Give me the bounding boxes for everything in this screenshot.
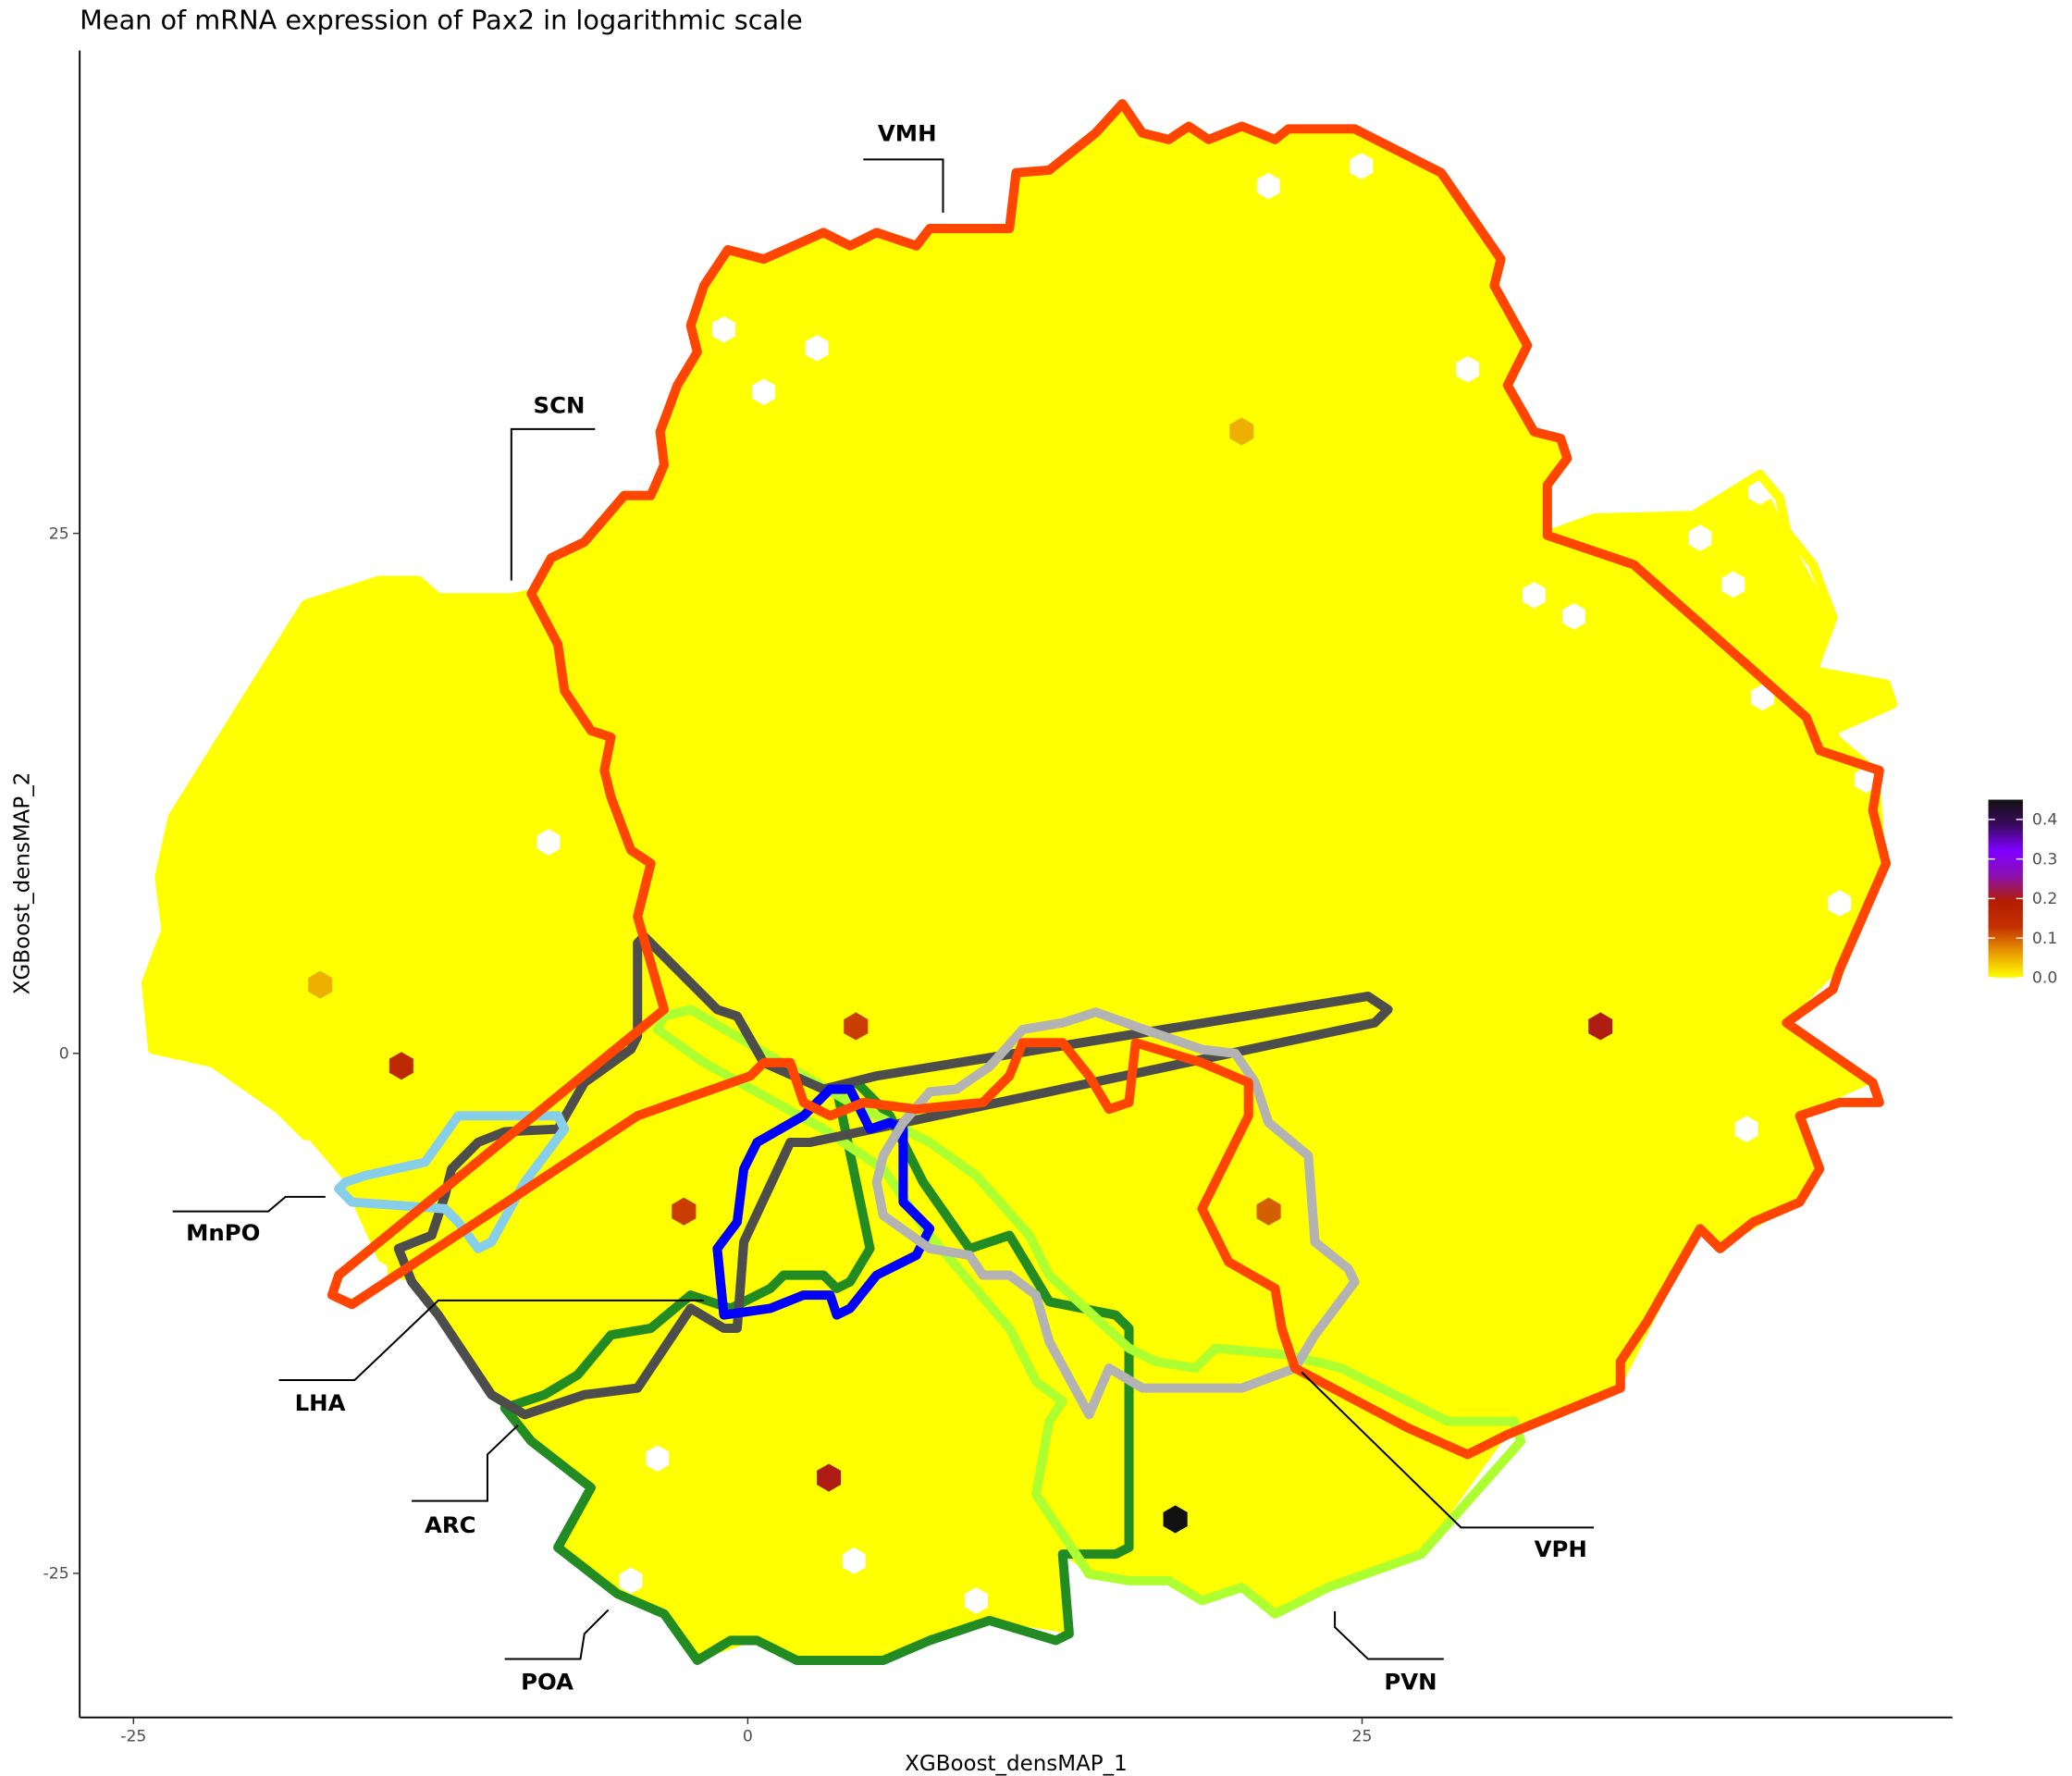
x-ticks: -25 0 25 (120, 1717, 1373, 1746)
hexbin-cell (1588, 1012, 1613, 1041)
colorbar (1988, 799, 2023, 978)
label-poa: POA (521, 1669, 574, 1696)
empty-bin (964, 1587, 988, 1614)
empty-bin (1734, 1116, 1758, 1142)
x-axis-title: XGBoost_densMAP_1 (905, 1752, 1128, 1776)
empty-bin (646, 1445, 670, 1473)
contour-mnpo (334, 1111, 570, 1253)
empty-bin (1562, 603, 1586, 630)
empty-bin (536, 829, 561, 856)
x-tick-label: 25 (1352, 1728, 1373, 1746)
leader-lha (278, 1299, 705, 1382)
hexbin-cell (672, 1197, 697, 1226)
colorbar-ticks: 0.0 0.1 0.2 0.3 0.4 (1988, 811, 2057, 988)
region-labels: VMH SCN MnPO LHA ARC POA PVN VPH (186, 119, 1587, 1695)
label-scn: SCN (534, 392, 586, 419)
empty-bin (1854, 766, 1878, 794)
leader-vph (1301, 1371, 1595, 1529)
x-tick-label: 0 (743, 1728, 753, 1746)
colorbar-tick-label: 0.2 (2032, 890, 2057, 908)
colorbar-tick-label: 0.4 (2032, 811, 2057, 830)
colorbar-tick-label: 0.3 (2032, 850, 2057, 869)
hexbin-cell (1256, 1197, 1281, 1226)
contour-arc (393, 931, 1393, 1420)
leader-vmh (863, 158, 944, 213)
empty-bin (1688, 524, 1712, 551)
contour-scn-right (1546, 469, 1898, 818)
empty-bin (1456, 355, 1480, 383)
empty-bin (619, 1567, 643, 1595)
highlighted-bins (308, 417, 1613, 1534)
contour-pvn (652, 1005, 1526, 1619)
empty-bin (1522, 582, 1546, 609)
y-ticks: -25 0 25 (43, 524, 80, 1584)
empty-bin (842, 1547, 866, 1574)
leader-poa (504, 1609, 610, 1660)
empty-bin (1256, 172, 1280, 200)
hexbin-cell (844, 1012, 869, 1041)
empty-bin (1350, 153, 1374, 179)
label-vph: VPH (1535, 1536, 1587, 1562)
y-axis-title: XGBoost_densMAP_2 (11, 772, 35, 995)
x-tick-label: -25 (120, 1728, 146, 1746)
contour-vmh (327, 99, 1891, 1460)
hexbin-cell (1163, 1505, 1188, 1534)
colorbar-tick-label: 0.0 (2032, 969, 2057, 988)
empty-bin (364, 1259, 388, 1287)
label-arc: ARC (425, 1511, 476, 1538)
empty-bin (1750, 684, 1774, 711)
leader-arc (412, 1424, 519, 1502)
chart-title: Mean of mRNA expression of Pax2 in logar… (80, 5, 803, 36)
empty-bin (1721, 571, 1745, 598)
label-lha: LHA (295, 1389, 346, 1416)
hexbin-cell (388, 1052, 413, 1080)
contour-lha (712, 1084, 935, 1320)
hexbin-cell (308, 970, 333, 999)
leader-mnpo (172, 1195, 326, 1213)
hexbin-cell (1229, 417, 1254, 446)
leader-pvn (1334, 1610, 1444, 1660)
empty-bin (752, 378, 776, 406)
empty-bin (1828, 890, 1852, 917)
colorbar-tick-label: 0.1 (2032, 930, 2057, 948)
contour-scn (141, 575, 533, 1141)
y-tick-label: 0 (59, 1045, 69, 1064)
contour-vph (871, 1007, 1360, 1420)
region-leaders (172, 158, 1595, 1660)
label-vmh: VMH (878, 119, 937, 146)
hexbin-background (145, 104, 1893, 1660)
y-tick-label: 25 (49, 524, 69, 543)
y-tick-label: -25 (43, 1565, 69, 1584)
label-pvn: PVN (1384, 1669, 1437, 1696)
hexbin-cell (817, 1463, 842, 1492)
empty-bins (364, 153, 1878, 1614)
leader-scn (510, 427, 596, 581)
label-mnpo: MnPO (186, 1219, 260, 1246)
empty-bin (805, 334, 829, 362)
empty-bin (712, 315, 736, 343)
